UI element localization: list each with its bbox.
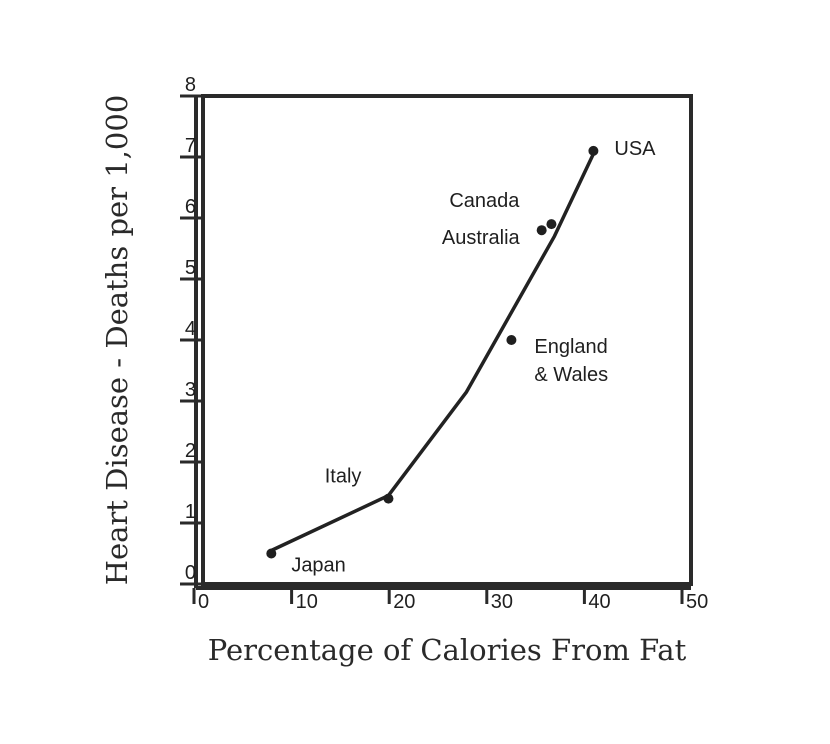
- point-canada: [546, 219, 557, 230]
- point-england-wales: [506, 335, 517, 345]
- label-australia: Australia: [442, 227, 521, 249]
- y-tick-label-2: 2: [185, 440, 196, 462]
- point-labels: Japan Italy England & Wales Australia Canada U…: [291, 138, 656, 577]
- y-tick-label-5: 5: [185, 257, 196, 279]
- plot-frame: [201, 94, 693, 586]
- point-italy: [383, 493, 394, 504]
- y-ticks: 0 1 2 3 4 5 6 7 8: [180, 74, 203, 586]
- label-italy: Italy: [325, 466, 362, 488]
- y-tick-label-7: 7: [185, 135, 196, 157]
- x-axis-title: Percentage of Calories From Fat: [208, 633, 687, 667]
- data-points: [266, 145, 599, 559]
- x-tick-label-50: 50: [686, 591, 708, 613]
- point-usa: [588, 145, 599, 156]
- point-australia: [536, 225, 547, 236]
- x-ticks: 0 10 20 30 40 50: [192, 588, 708, 613]
- y-tick-label-1: 1: [185, 501, 196, 523]
- point-japan: [266, 548, 277, 559]
- label-japan: Japan: [291, 555, 346, 577]
- x-tick-label-10: 10: [296, 591, 318, 613]
- y-tick-label-6: 6: [185, 196, 196, 218]
- y-tick-label-8: 8: [185, 74, 196, 96]
- y-tick-label-0: 0: [185, 562, 196, 584]
- x-tick-label-40: 40: [588, 591, 610, 613]
- y-tick-label-3: 3: [185, 379, 196, 401]
- trend-line: [270, 153, 595, 553]
- label-england-wales: England & Wales: [534, 336, 608, 386]
- y-axis-title: Heart Disease - Deaths per 1,000: [100, 95, 134, 586]
- label-canada: Canada: [449, 190, 520, 212]
- label-usa: USA: [614, 138, 656, 160]
- x-tick-label-0: 0: [198, 591, 209, 613]
- y-tick-label-4: 4: [185, 318, 196, 340]
- x-tick-label-20: 20: [393, 591, 415, 613]
- x-tick-label-30: 30: [491, 591, 513, 613]
